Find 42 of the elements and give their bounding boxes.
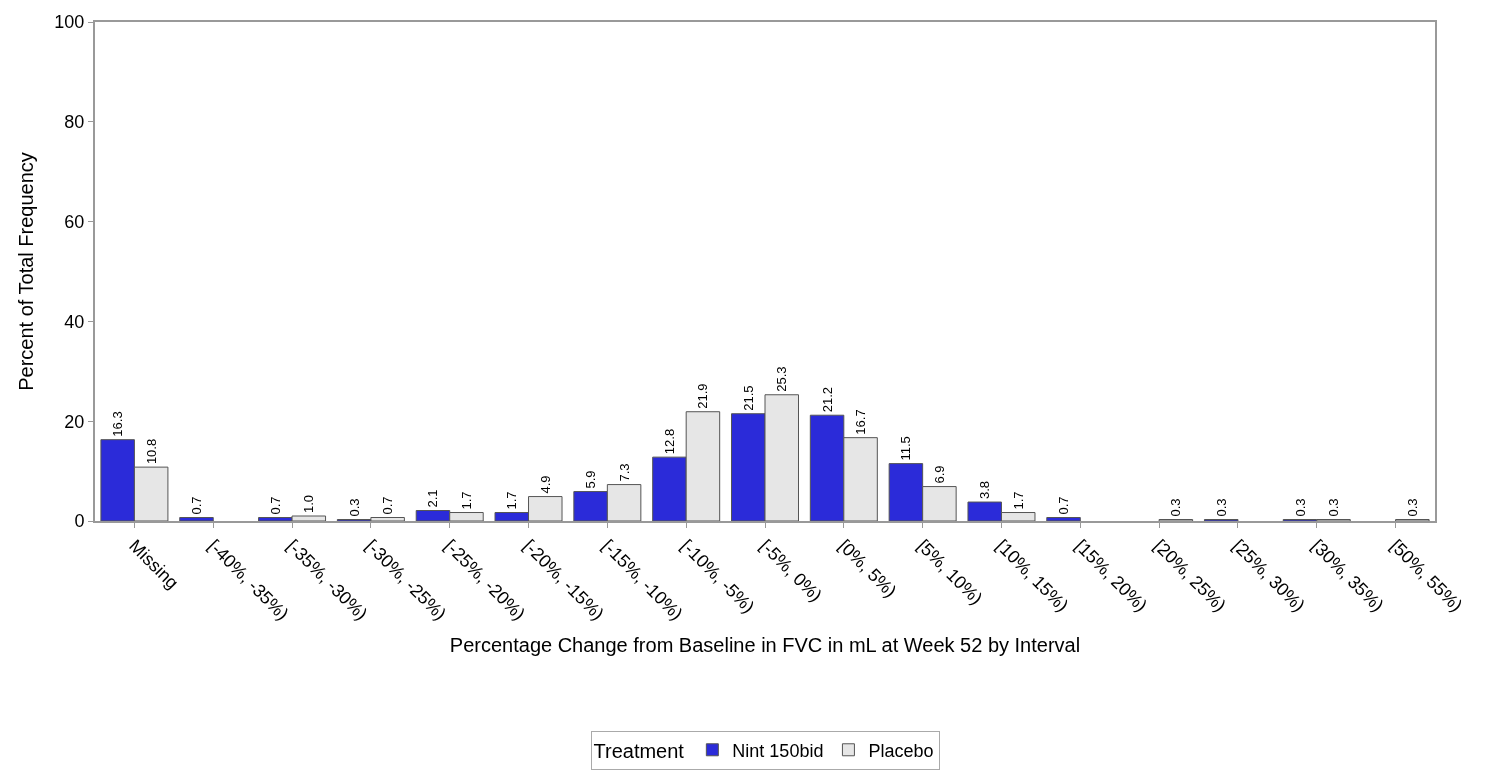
data-label: 0.7 bbox=[267, 496, 283, 515]
data-label: 1.7 bbox=[458, 491, 474, 510]
data-label: 12.8 bbox=[661, 428, 677, 455]
data-label: 5.9 bbox=[583, 470, 599, 489]
legend-label: Placebo bbox=[868, 740, 934, 761]
y-tick-label: 0 bbox=[74, 511, 85, 532]
data-label: 0.3 bbox=[1326, 498, 1342, 517]
data-label: 0.3 bbox=[1292, 498, 1308, 517]
legend-label: Nint 150bid bbox=[732, 740, 824, 761]
data-label: 0.7 bbox=[1056, 496, 1072, 515]
y-axis-title: Percent of Total Frequency bbox=[15, 152, 38, 391]
data-label: 10.8 bbox=[143, 438, 159, 465]
data-label: 0.3 bbox=[1168, 498, 1184, 517]
y-tick-label: 100 bbox=[54, 12, 85, 33]
data-label: 0.7 bbox=[380, 496, 396, 515]
data-label: 1.7 bbox=[1010, 491, 1026, 510]
bar bbox=[1046, 517, 1081, 521]
data-label: 7.3 bbox=[616, 463, 632, 482]
data-label: 16.3 bbox=[110, 411, 126, 437]
data-label: 16.7 bbox=[853, 409, 869, 435]
data-label: 21.2 bbox=[819, 386, 835, 413]
data-label: 0.7 bbox=[188, 496, 204, 515]
y-tick-label: 20 bbox=[64, 411, 85, 432]
data-label: 1.0 bbox=[301, 494, 317, 514]
data-label: 0.3 bbox=[1404, 498, 1420, 517]
data-label: 21.5 bbox=[740, 385, 756, 411]
x-axis-title: Percentage Change from Baseline in FVC in mL at Week 52 by Interval bbox=[449, 634, 1081, 657]
data-label: 2.1 bbox=[425, 489, 441, 508]
data-label: 1.7 bbox=[504, 491, 520, 510]
data-label: 0.3 bbox=[346, 498, 362, 517]
y-tick-label: 60 bbox=[64, 211, 85, 232]
legend-title: Treatment bbox=[593, 739, 685, 762]
data-label: 0.3 bbox=[1213, 498, 1229, 517]
y-tick-label: 40 bbox=[64, 311, 85, 332]
data-label: 6.9 bbox=[931, 465, 947, 484]
data-label: 21.9 bbox=[695, 383, 711, 409]
bar bbox=[179, 517, 214, 521]
data-label: 11.5 bbox=[898, 436, 914, 461]
y-tick-label: 80 bbox=[64, 112, 85, 133]
data-label: 3.8 bbox=[977, 480, 993, 500]
data-label: 25.3 bbox=[774, 366, 790, 392]
data-label: 4.9 bbox=[537, 475, 553, 494]
